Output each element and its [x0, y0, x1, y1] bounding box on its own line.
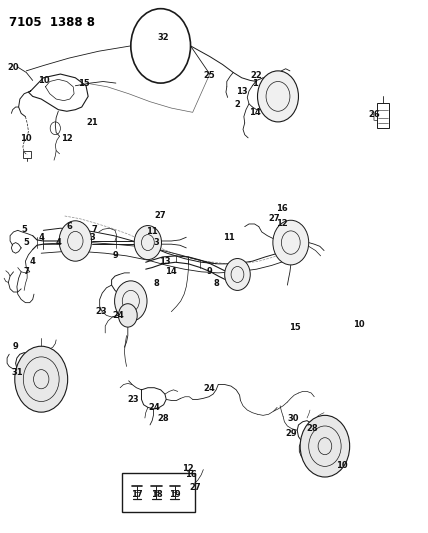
Text: 12: 12 — [182, 464, 194, 473]
Text: 17: 17 — [131, 489, 143, 498]
Text: 26: 26 — [368, 110, 380, 119]
Text: 23: 23 — [95, 307, 107, 316]
Text: 27: 27 — [155, 212, 166, 221]
Text: 10: 10 — [353, 320, 365, 329]
Text: 6: 6 — [66, 222, 72, 231]
Text: 7105  1388 8: 7105 1388 8 — [9, 15, 95, 29]
Text: 14: 14 — [249, 108, 260, 117]
Text: 27: 27 — [268, 214, 279, 223]
Text: 24: 24 — [204, 384, 216, 393]
Bar — [23, 151, 31, 158]
Text: 3: 3 — [154, 238, 159, 247]
Text: 9: 9 — [113, 252, 119, 260]
Text: 31: 31 — [12, 368, 24, 377]
Text: 9: 9 — [207, 268, 213, 276]
Circle shape — [59, 221, 92, 261]
Text: 21: 21 — [86, 118, 98, 127]
Circle shape — [131, 9, 190, 83]
Text: 23: 23 — [127, 395, 139, 404]
Text: 32: 32 — [157, 34, 169, 43]
Text: 27: 27 — [189, 482, 201, 491]
Text: 11: 11 — [146, 228, 158, 237]
Text: 8: 8 — [154, 279, 159, 288]
Text: 11: 11 — [223, 233, 235, 242]
Text: 12: 12 — [61, 134, 73, 143]
Circle shape — [134, 225, 161, 260]
Text: 30: 30 — [287, 414, 299, 423]
Circle shape — [258, 71, 298, 122]
Text: 5: 5 — [24, 238, 29, 247]
Text: 4: 4 — [38, 233, 44, 242]
Text: 10: 10 — [21, 134, 32, 143]
Bar — [122, 473, 195, 512]
Text: 20: 20 — [8, 63, 19, 71]
Text: 24: 24 — [112, 311, 124, 320]
Text: 16: 16 — [184, 471, 196, 479]
Text: 2: 2 — [235, 100, 241, 109]
Text: 29: 29 — [285, 430, 297, 439]
Circle shape — [15, 346, 68, 412]
Text: 28: 28 — [157, 414, 169, 423]
Text: 19: 19 — [169, 489, 181, 498]
Circle shape — [225, 259, 250, 290]
Text: 22: 22 — [251, 70, 262, 79]
Circle shape — [273, 220, 309, 265]
Text: 16: 16 — [276, 204, 288, 213]
Text: 14: 14 — [166, 268, 177, 276]
Text: 28: 28 — [306, 424, 318, 433]
Text: 9: 9 — [13, 342, 18, 351]
Bar — [377, 103, 389, 128]
Circle shape — [300, 415, 350, 477]
Text: 18: 18 — [151, 489, 162, 498]
Text: 4: 4 — [55, 238, 61, 247]
Text: 7: 7 — [24, 268, 29, 276]
Text: 15: 15 — [289, 323, 301, 332]
Text: 1: 1 — [252, 78, 258, 87]
Text: 25: 25 — [204, 70, 216, 79]
Text: 15: 15 — [78, 78, 90, 87]
Text: 24: 24 — [149, 403, 160, 412]
Text: 4: 4 — [30, 257, 36, 265]
Circle shape — [119, 304, 137, 327]
Text: 13: 13 — [236, 86, 247, 95]
Text: 8: 8 — [213, 279, 219, 288]
Text: 10: 10 — [336, 462, 348, 470]
Text: 3: 3 — [89, 233, 95, 242]
Circle shape — [115, 281, 147, 321]
Text: 13: 13 — [159, 257, 171, 265]
Text: 7: 7 — [92, 225, 98, 234]
Text: 10: 10 — [38, 76, 49, 85]
Text: 5: 5 — [21, 225, 27, 234]
Text: 12: 12 — [276, 220, 288, 229]
